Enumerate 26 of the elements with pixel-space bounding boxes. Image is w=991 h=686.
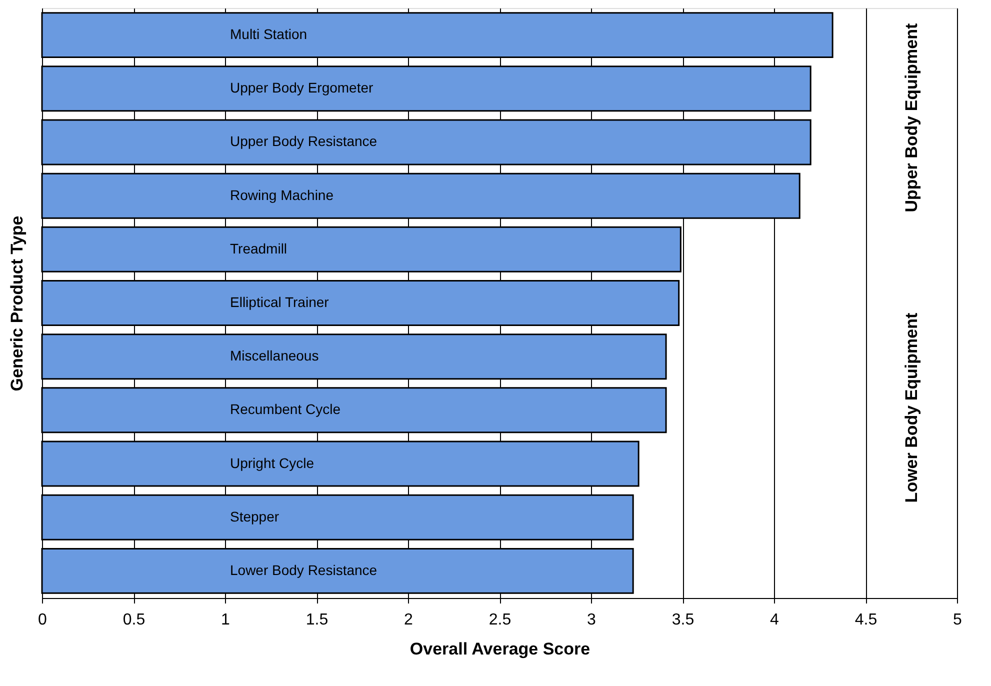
x-tick-label: 0 [38,612,48,628]
x-tick-label: 3 [587,612,596,628]
x-tick-label: 4 [770,612,780,628]
y-tick-label: Stepper [230,508,280,524]
annotation: Lower Body Equipment [902,312,921,503]
y-tick-label: Elliptical Trainer [230,294,330,310]
x-tick-label: 2 [404,612,414,628]
x-tick-label: 4.5 [854,612,878,628]
x-tick-label: 0.5 [122,612,146,628]
x-axis-title: Overall Average Score [410,640,590,658]
y-axis-title: Generic Product Type [8,216,26,392]
y-tick-label: Miscellaneous [230,348,319,364]
y-tick-label: Upright Cycle [230,454,314,471]
y-tick-label: Multi Station [230,26,308,42]
y-tick-label: Treadmill [230,240,288,256]
x-tick-label: 1 [221,612,230,628]
y-tick-label: Lower Body Resistance [230,562,378,578]
annotation: Upper Body Equipment [902,22,921,212]
y-tick-label: Rowing Machine [230,186,334,203]
y-tick-label: Upper Body Resistance [230,133,378,150]
x-tick-label: 3.5 [672,612,694,628]
y-tick-label: Upper Body Ergometer [230,80,374,96]
x-tick-label: 1.5 [306,612,328,628]
x-tick-label: 2.5 [488,612,512,628]
y-tick-label: Recumbent Cycle [230,401,341,418]
x-tick-label: 5 [953,612,962,628]
